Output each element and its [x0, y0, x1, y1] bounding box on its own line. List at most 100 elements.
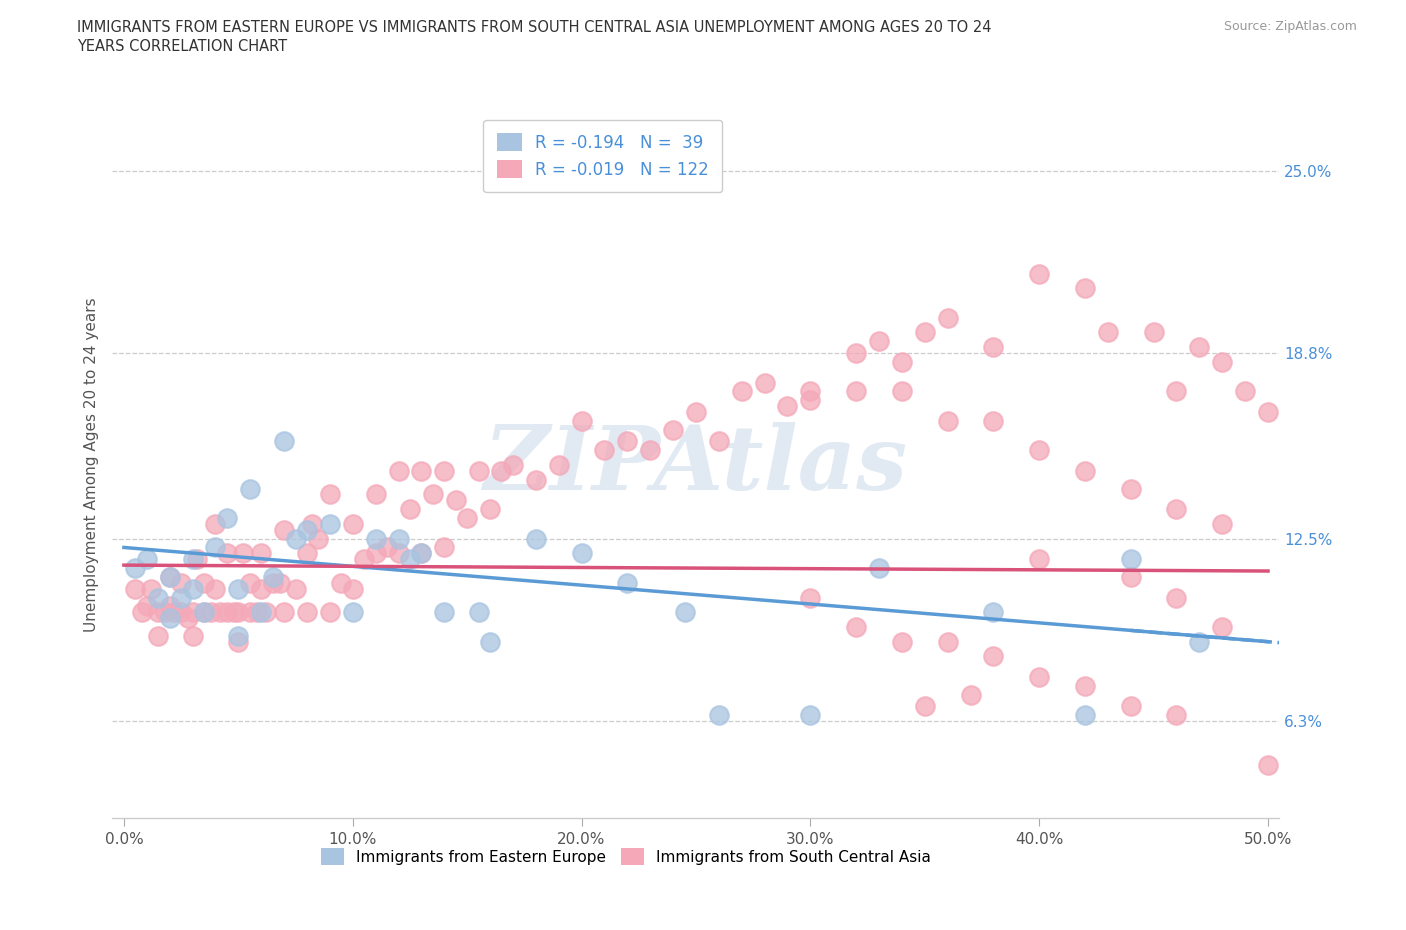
Point: [273, 604, 295, 619]
Point: [411, 546, 433, 561]
Point: [364, 531, 387, 546]
Point: [890, 384, 912, 399]
Point: [754, 375, 776, 390]
Point: [890, 354, 912, 369]
Point: [148, 591, 170, 605]
Point: [936, 311, 959, 325]
Point: [232, 546, 254, 561]
Point: [124, 581, 146, 596]
Point: [284, 581, 307, 596]
Point: [422, 487, 444, 502]
Point: [319, 604, 342, 619]
Point: [246, 604, 269, 619]
Point: [295, 604, 318, 619]
Point: [269, 576, 291, 591]
Point: [295, 546, 318, 561]
Point: [799, 708, 821, 723]
Point: [250, 546, 273, 561]
Point: [1028, 443, 1050, 458]
Point: [914, 326, 936, 340]
Point: [170, 576, 193, 591]
Point: [1234, 384, 1257, 399]
Point: [433, 540, 456, 555]
Point: [399, 502, 422, 517]
Point: [936, 634, 959, 649]
Point: [364, 487, 387, 502]
Point: [193, 604, 215, 619]
Point: [135, 599, 157, 614]
Point: [1142, 326, 1164, 340]
Point: [1074, 679, 1097, 694]
Point: [593, 443, 616, 458]
Text: YEARS CORRELATION CHART: YEARS CORRELATION CHART: [77, 39, 287, 54]
Point: [1119, 569, 1142, 584]
Point: [131, 604, 153, 619]
Point: [148, 629, 170, 644]
Point: [845, 384, 868, 399]
Point: [239, 604, 262, 619]
Point: [342, 516, 364, 531]
Point: [1028, 670, 1050, 684]
Point: [467, 604, 489, 619]
Point: [170, 604, 193, 619]
Point: [1119, 699, 1142, 714]
Point: [571, 546, 593, 561]
Point: [163, 604, 186, 619]
Point: [433, 604, 456, 619]
Point: [330, 576, 353, 591]
Point: [1097, 326, 1119, 340]
Point: [1166, 384, 1188, 399]
Point: [273, 434, 295, 449]
Point: [254, 604, 277, 619]
Point: [228, 629, 250, 644]
Point: [1211, 354, 1233, 369]
Point: [444, 493, 467, 508]
Point: [1188, 634, 1211, 649]
Point: [307, 531, 329, 546]
Legend: Immigrants from Eastern Europe, Immigrants from South Central Asia: Immigrants from Eastern Europe, Immigran…: [315, 842, 938, 870]
Point: [319, 516, 342, 531]
Point: [177, 611, 200, 626]
Point: [141, 581, 163, 596]
Point: [250, 604, 273, 619]
Point: [200, 604, 222, 619]
Point: [799, 384, 821, 399]
Point: [845, 346, 868, 361]
Point: [239, 481, 262, 496]
Point: [491, 463, 513, 478]
Point: [1119, 481, 1142, 496]
Point: [983, 339, 1005, 354]
Point: [228, 634, 250, 649]
Point: [181, 604, 204, 619]
Point: [685, 405, 707, 419]
Point: [170, 591, 193, 605]
Point: [571, 414, 593, 429]
Point: [1257, 405, 1279, 419]
Point: [456, 511, 478, 525]
Point: [479, 502, 502, 517]
Point: [1074, 463, 1097, 478]
Point: [387, 463, 409, 478]
Point: [124, 561, 146, 576]
Point: [273, 523, 295, 538]
Point: [1257, 758, 1279, 773]
Point: [399, 551, 422, 566]
Point: [776, 399, 799, 414]
Point: [983, 414, 1005, 429]
Point: [228, 604, 250, 619]
Point: [319, 487, 342, 502]
Point: [204, 540, 226, 555]
Point: [1211, 619, 1233, 634]
Point: [1074, 281, 1097, 296]
Point: [301, 516, 323, 531]
Point: [983, 604, 1005, 619]
Point: [799, 591, 821, 605]
Point: [616, 434, 638, 449]
Point: [1119, 551, 1142, 566]
Point: [411, 463, 433, 478]
Point: [890, 634, 912, 649]
Point: [228, 581, 250, 596]
Point: [262, 576, 284, 591]
Point: [1211, 516, 1233, 531]
Point: [181, 581, 204, 596]
